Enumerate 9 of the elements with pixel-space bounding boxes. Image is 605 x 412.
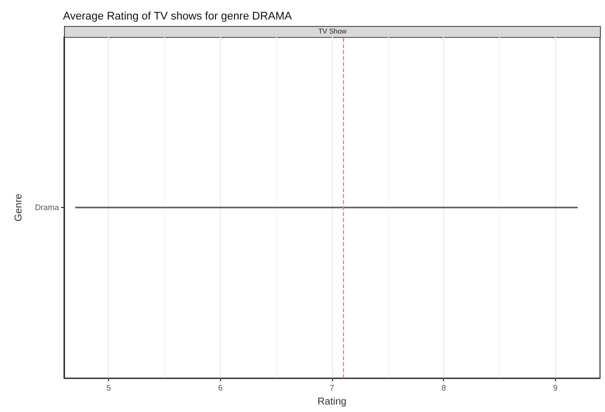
y-tick-label: Drama	[34, 203, 60, 212]
x-tick-label: 5	[106, 384, 112, 393]
x-tick-label: 8	[441, 384, 446, 393]
x-tick-label: 6	[218, 384, 224, 393]
x-axis-title: Rating	[318, 396, 346, 408]
x-tick-label: 7	[330, 384, 335, 393]
x-tick-label: 9	[553, 384, 558, 393]
chart-title: Average Rating of TV shows for genre DRAMA	[63, 10, 293, 22]
y-axis-title: Genre	[14, 193, 24, 222]
